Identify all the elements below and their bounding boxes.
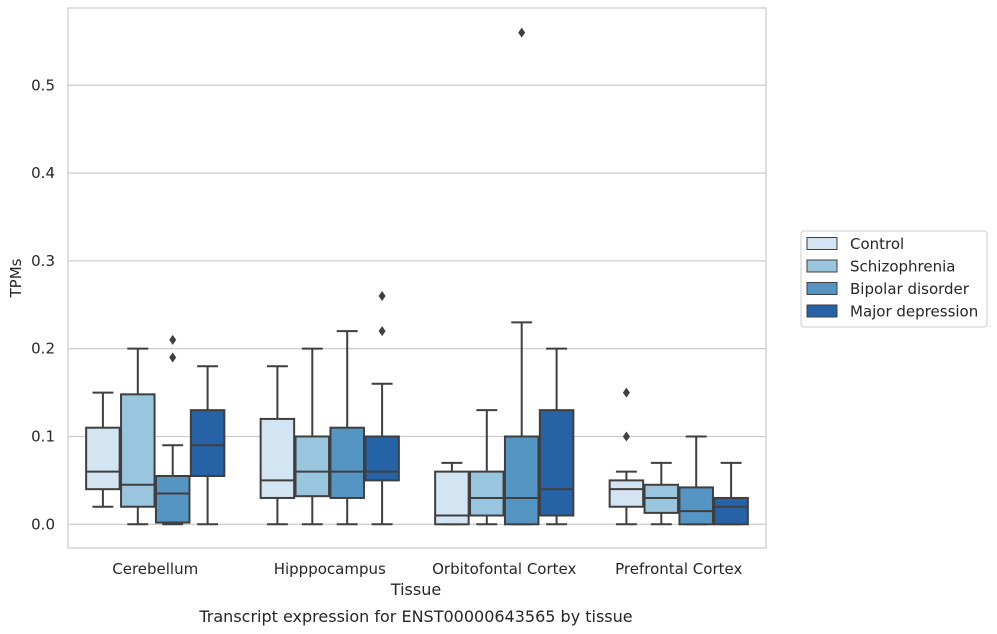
box-body	[294, 435, 331, 498]
box-control	[608, 387, 645, 526]
legend-frame	[800, 230, 988, 328]
x-tick-label: Orbitofontal Cortex	[432, 560, 576, 578]
box-body	[538, 409, 575, 517]
legend: Control Schizophrenia Bipolar disorder Majo…	[800, 230, 988, 328]
box-schizophrenia	[294, 347, 331, 526]
outlier-point	[622, 387, 630, 398]
legend-label: Schizophrenia	[850, 258, 955, 276]
outlier-point	[378, 326, 386, 337]
legend-swatch	[806, 259, 838, 273]
box-schizophrenia	[469, 409, 505, 526]
y-tick-label: 0.1	[31, 427, 55, 445]
box-body	[364, 435, 400, 482]
box-major-depression	[713, 461, 749, 526]
legend-swatch	[806, 237, 838, 250]
box-major-depression	[364, 291, 400, 526]
y-axis-label: TPMs	[7, 258, 25, 298]
box-body	[469, 470, 505, 517]
box-schizophrenia	[120, 347, 156, 526]
box-body	[713, 496, 749, 526]
box-body	[678, 486, 714, 526]
box-control	[85, 391, 121, 508]
outlier-point	[622, 431, 630, 442]
box-bipolar-disorder	[503, 27, 540, 526]
box-body	[259, 417, 296, 499]
x-tick-labels: Cerebellum Hipppocampus Orbitofontal Corte…	[112, 560, 742, 578]
plot-background	[68, 8, 766, 548]
box-body	[329, 426, 365, 499]
box-bipolar-disorder	[154, 334, 191, 526]
legend-label: Bipolar disorder	[850, 280, 970, 298]
x-tick-label: Prefrontal Cortex	[615, 560, 742, 578]
box-schizophrenia	[643, 461, 680, 526]
grid	[68, 84, 766, 525]
legend-swatch	[806, 282, 838, 295]
box-major-depression	[538, 347, 575, 526]
box-control	[434, 461, 470, 526]
box-major-depression	[189, 365, 226, 526]
box-body	[154, 475, 191, 524]
x-axis-label: Tissue	[390, 580, 441, 599]
legend-label: Control	[850, 235, 904, 253]
y-tick-label: 0.2	[31, 340, 55, 358]
y-tick-label: 0.4	[31, 164, 55, 182]
legend-label: Major depression	[850, 303, 978, 321]
box-body	[120, 393, 156, 508]
y-tick-labels: 0.0 0.1 0.2 0.3 0.4 0.5	[31, 76, 55, 533]
outlier-point	[518, 27, 526, 38]
chart-caption: Transcript expression for ENST0000064356…	[198, 607, 632, 626]
box-body	[189, 409, 226, 477]
box-body	[85, 426, 121, 491]
legend-swatch	[806, 304, 838, 318]
plot-frame	[67, 7, 767, 549]
box-body	[608, 479, 645, 508]
x-tick-label: Hipppocampus	[274, 560, 386, 578]
y-tick-label: 0.3	[31, 252, 55, 270]
box-body	[503, 435, 540, 526]
box-control	[259, 365, 296, 526]
boxes	[85, 27, 749, 526]
box-bipolar-disorder	[678, 435, 714, 526]
y-tick-label: 0.0	[31, 515, 55, 533]
x-tick-label: Cerebellum	[112, 560, 198, 578]
outlier-point	[169, 352, 177, 363]
outlier-point	[378, 291, 386, 301]
outlier-point	[169, 334, 177, 345]
y-tick-label: 0.5	[31, 76, 55, 94]
box-bipolar-disorder	[329, 330, 365, 526]
